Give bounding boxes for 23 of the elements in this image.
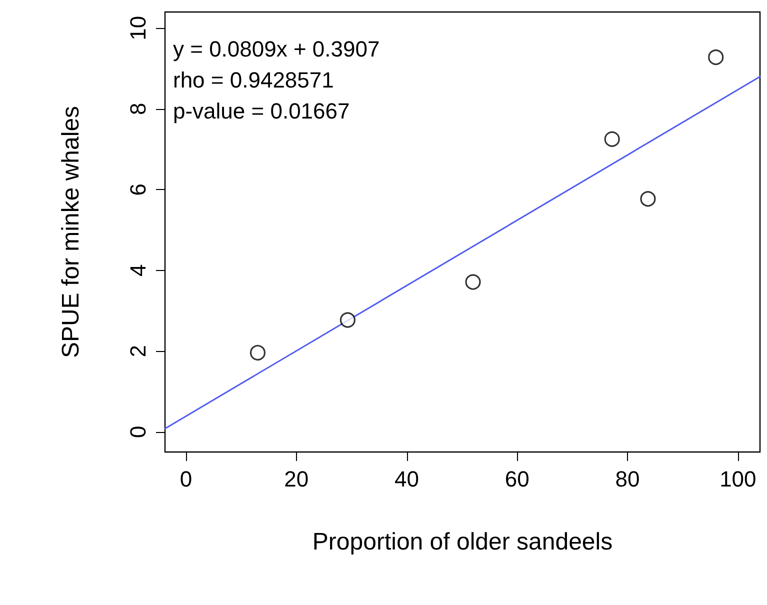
x-tick-label: 20 xyxy=(284,466,309,492)
x-tick-label: 60 xyxy=(504,466,530,492)
y-tick-label: 10 xyxy=(126,16,150,40)
y-tick-label: 0 xyxy=(126,426,150,438)
point xyxy=(708,49,724,66)
point xyxy=(604,131,620,147)
y-tick-label: 8 xyxy=(126,102,150,116)
x-tick-label: 100 xyxy=(720,466,756,492)
x-tick-label: 80 xyxy=(615,466,640,492)
annotation: p-value = 0.01667 xyxy=(173,98,350,124)
annotation: y = 0.0809x + 0.3907 xyxy=(173,36,380,62)
point xyxy=(340,312,356,328)
y-tick-label: 6 xyxy=(126,183,150,196)
point xyxy=(640,191,656,207)
point xyxy=(250,344,266,360)
x-axis-title: Proportion of older sandeels xyxy=(312,528,613,556)
y-tick-label: 2 xyxy=(126,344,150,358)
x-tick-label: 0 xyxy=(180,466,192,492)
annotation: rho = 0.9428571 xyxy=(173,68,334,92)
point xyxy=(465,274,481,290)
y-tick-label: 4 xyxy=(126,264,150,276)
x-tick-label: 40 xyxy=(394,466,419,492)
y-axis-title: SPUE for minke whales xyxy=(58,106,84,358)
